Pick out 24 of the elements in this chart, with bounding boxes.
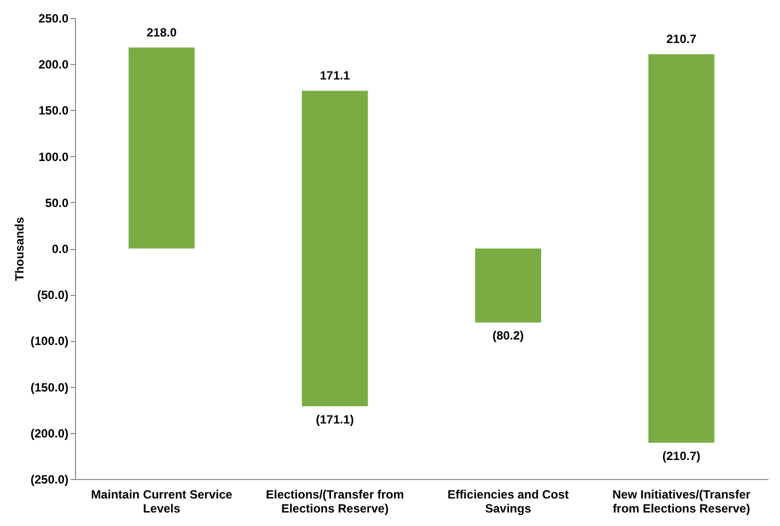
y-tick-label: 150.0 <box>38 104 69 118</box>
bar <box>128 48 195 248</box>
y-tick-label: 200.0 <box>38 58 69 72</box>
data-label: (171.1) <box>316 412 354 426</box>
y-tick-label: (200.0) <box>30 426 68 440</box>
y-tick-label: 0.0 <box>52 242 69 256</box>
data-label: 218.0 <box>146 26 177 40</box>
y-tick-label: (150.0) <box>30 380 68 394</box>
y-tick-label: 100.0 <box>38 150 69 164</box>
bar <box>475 248 542 322</box>
data-label: (210.7) <box>662 448 700 463</box>
y-tick-label: (50.0) <box>37 288 68 302</box>
data-label: (80.2) <box>492 328 524 342</box>
x-tick-label: Maintain Current Service Levels <box>90 488 233 516</box>
x-tick-label: Elections/(Transfer from Elections Reserve) <box>266 488 404 516</box>
data-label: 210.7 <box>666 32 697 46</box>
data-label: 171.1 <box>320 68 350 83</box>
x-tick-label: Efficiencies and Cost Savings <box>447 488 569 516</box>
y-tick-label: (250.0) <box>30 472 68 486</box>
y-tick-label: 50.0 <box>45 196 69 210</box>
y-tick-label: (100.0) <box>30 334 68 348</box>
x-tick-label: New Initiatives/(Transfer from Elections Reserve) <box>612 488 751 516</box>
y-tick-label: 250.0 <box>38 12 69 26</box>
y-axis-title: Thousands <box>12 216 26 282</box>
